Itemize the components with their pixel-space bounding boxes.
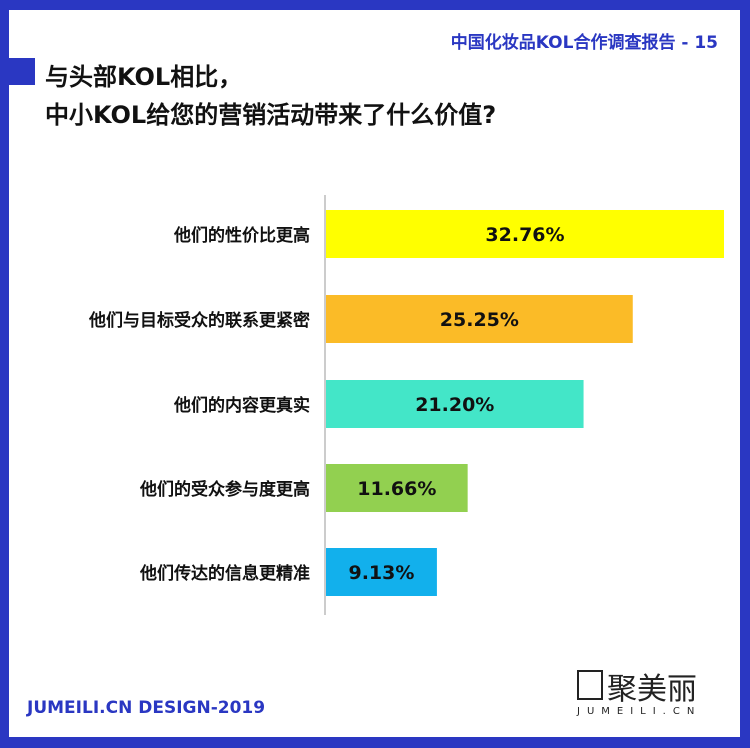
bar-value-label: 9.13%: [348, 562, 414, 584]
bar: [326, 210, 724, 258]
page: 中国化妆品KOL合作调查报告 - 15 与头部KOL相比， 中小KOL给您的营销…: [9, 10, 740, 737]
logo-sub: JUMEILI.CN: [577, 706, 702, 717]
category-label: 他们的受众参与度更高: [139, 479, 310, 500]
category-label: 他们的内容更真实: [173, 395, 310, 416]
title-marker: [9, 58, 35, 85]
bar-value-label: 21.20%: [415, 394, 494, 416]
category-label: 他们传达的信息更精准: [139, 563, 310, 584]
logo-icon: [577, 670, 603, 700]
bar: [326, 548, 437, 596]
page-title: 与头部KOL相比， 中小KOL给您的营销活动带来了什么价值?: [45, 58, 496, 134]
category-label: 他们的性价比更高: [173, 225, 310, 246]
bar: [326, 295, 633, 343]
bar-value-label: 11.66%: [357, 478, 436, 500]
bar: [326, 380, 584, 428]
logo-name: 聚美丽: [607, 672, 697, 707]
title-line2: 中小KOL给您的营销活动带来了什么价值?: [45, 101, 497, 129]
footer-credit: JUMEILI.CN DESIGN-2019: [27, 698, 266, 718]
category-label: 他们与目标受众的联系更紧密: [88, 310, 310, 331]
bar-value-label: 25.25%: [440, 309, 519, 331]
bar-value-label: 32.76%: [485, 224, 564, 246]
title-line1: 与头部KOL相比，: [45, 63, 243, 91]
bar: [326, 464, 468, 512]
report-header: 中国化妆品KOL合作调查报告 - 15: [450, 33, 718, 53]
